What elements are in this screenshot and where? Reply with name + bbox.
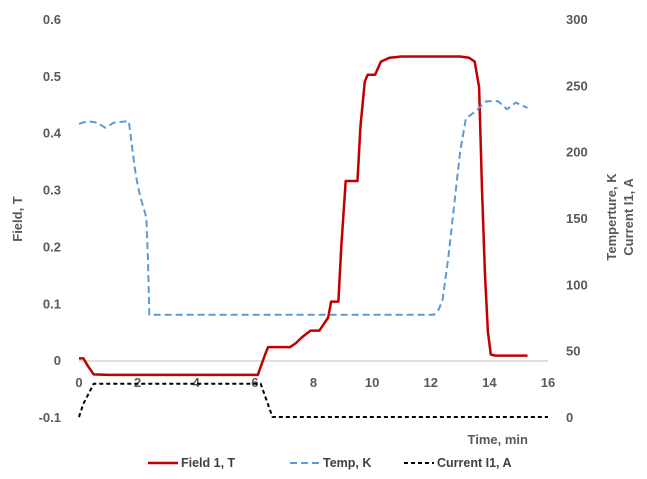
y-left-tick-label-5: 0.4 bbox=[43, 126, 62, 141]
series-layer bbox=[78, 55, 548, 418]
legend: Field 1, T Temp, K Current I1, A bbox=[148, 456, 512, 470]
series-field-1-line bbox=[79, 55, 528, 377]
y-left-tick-label-2: 0.1 bbox=[43, 296, 61, 311]
x-tick-labels: 0 2 4 6 8 10 12 14 16 bbox=[75, 375, 555, 390]
y-left-tick-labels: -0.1 0 0.1 0.2 0.3 0.4 0.5 0.6 bbox=[39, 12, 62, 425]
y-right-tick-label-6: 300 bbox=[566, 12, 588, 27]
y-left-tick-label-3: 0.2 bbox=[43, 239, 61, 254]
legend-label-0: Field 1, T bbox=[181, 456, 236, 470]
y-left-tick-label-0: -0.1 bbox=[39, 410, 61, 425]
x-tick-label-4: 8 bbox=[310, 375, 317, 390]
x-tick-label-2: 4 bbox=[193, 375, 201, 390]
y-right-tick-label-2: 100 bbox=[566, 277, 588, 292]
y-left-tick-label-4: 0.3 bbox=[43, 183, 61, 198]
y-right-tick-label-1: 50 bbox=[566, 344, 580, 359]
x-tick-label-7: 14 bbox=[482, 375, 497, 390]
x-tick-label-6: 12 bbox=[424, 375, 438, 390]
x-tick-label-8: 16 bbox=[541, 375, 555, 390]
x-axis-title: Time, min bbox=[468, 432, 529, 447]
series-temp-line bbox=[78, 100, 528, 316]
y-left-tick-label-7: 0.6 bbox=[43, 12, 61, 27]
legend-label-2: Current I1, A bbox=[437, 456, 512, 470]
y-right-axis-title-1: Temperture, K bbox=[604, 173, 619, 261]
legend-label-1: Temp, K bbox=[323, 456, 371, 470]
x-tick-label-0: 0 bbox=[75, 375, 82, 390]
x-tick-label-3: 6 bbox=[251, 375, 258, 390]
y-right-tick-label-5: 250 bbox=[566, 78, 588, 93]
y-right-tick-labels: 0 50 100 150 200 250 300 bbox=[566, 12, 588, 425]
y-right-tick-label-4: 200 bbox=[566, 145, 588, 160]
x-tick-label-5: 10 bbox=[365, 375, 379, 390]
y-right-axis-title-2: Current I1, A bbox=[621, 178, 636, 256]
y-right-tick-label-0: 0 bbox=[566, 410, 573, 425]
series-current-i1-line bbox=[78, 382, 548, 418]
x-tick-label-1: 2 bbox=[134, 375, 141, 390]
y-left-tick-label-1: 0 bbox=[54, 353, 61, 368]
y-right-tick-label-3: 150 bbox=[566, 211, 588, 226]
y-left-axis-title: Field, T bbox=[10, 196, 25, 242]
y-left-tick-label-6: 0.5 bbox=[43, 69, 61, 84]
